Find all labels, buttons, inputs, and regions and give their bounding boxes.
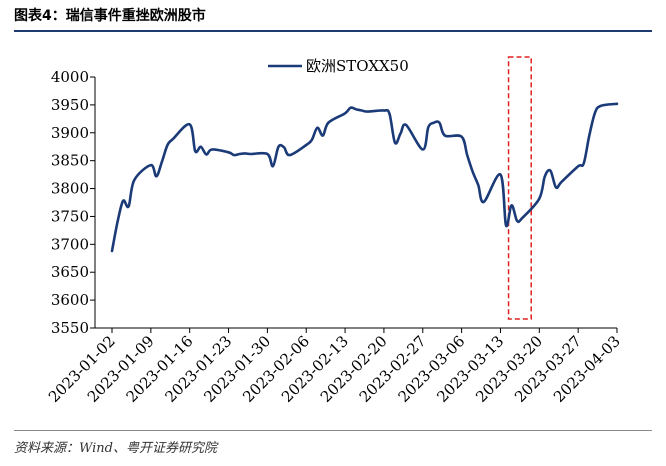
y-tick-label: 3950 <box>51 96 89 114</box>
y-tick-label: 3700 <box>51 235 89 253</box>
y-tick-label: 3900 <box>51 124 89 142</box>
y-tick-label: 3750 <box>51 207 89 225</box>
title-rule <box>14 30 652 32</box>
y-tick-label: 4000 <box>51 68 89 86</box>
series-line <box>110 102 619 253</box>
y-tick-label: 3600 <box>51 291 89 309</box>
legend: 欧洲STOXX50 <box>268 57 409 75</box>
highlight-layer <box>507 56 532 320</box>
highlight-box <box>507 56 532 320</box>
chart: 3550 3600 3650 3700 3750 3800 3850 3900 3950 4000… <box>45 56 624 406</box>
y-tick-label: 3550 <box>51 319 89 337</box>
legend-label: 欧洲STOXX50 <box>306 57 409 75</box>
series-layer <box>110 102 619 253</box>
source-rule <box>14 430 652 431</box>
y-tick-label: 3800 <box>51 180 89 198</box>
y-tick-label: 3650 <box>51 263 89 281</box>
source-note: 资料来源：Wind、粤开证券研究院 <box>14 441 217 456</box>
y-tick-label: 3850 <box>51 152 89 170</box>
figure-title: 图表4：瑞信事件重挫欧洲股市 <box>14 8 206 24</box>
